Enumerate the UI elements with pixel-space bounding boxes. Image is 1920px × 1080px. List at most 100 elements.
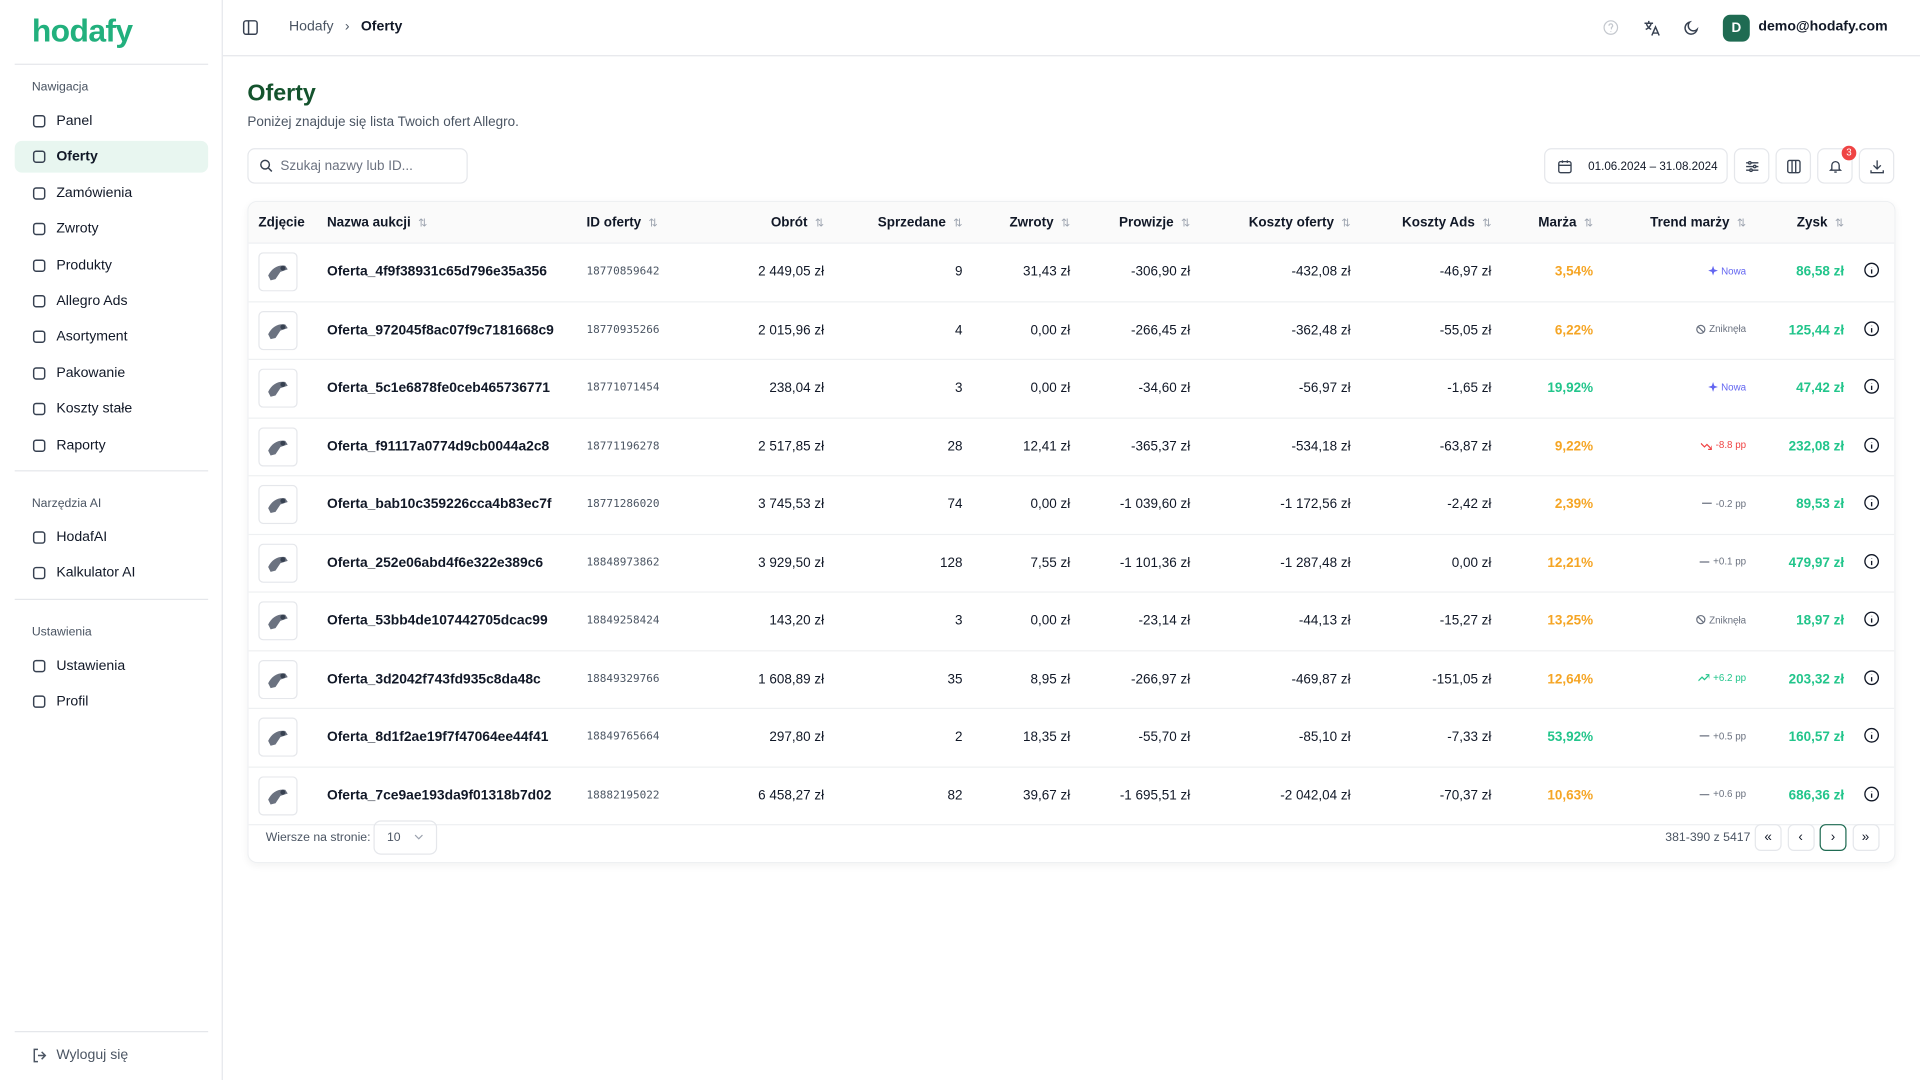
column-header[interactable]: ID oferty ⇅ (577, 215, 718, 230)
nav-item[interactable]: Zamówienia (15, 177, 208, 209)
nav-item[interactable]: Koszty stałe (15, 393, 208, 425)
logout[interactable]: Wyloguj się (15, 1040, 146, 1072)
offer-name[interactable]: Oferta_7ce9ae193da9f01318b7d02 (326, 788, 552, 803)
offer-name[interactable]: Oferta_8d1f2ae19f7f47064ee44f41 (326, 730, 549, 745)
info-button[interactable] (1854, 669, 1894, 689)
breadcrumb-current: Oferty (360, 19, 403, 35)
sort-icon: ⇅ (418, 216, 428, 229)
theme-button[interactable] (1684, 20, 1700, 36)
value-cell: 3 929,50 zł (758, 555, 825, 571)
table-row[interactable]: Oferta_3d2042f743fd935c8da48c 18849329766… (248, 651, 1895, 709)
nav-item[interactable]: Raporty (15, 429, 208, 461)
column-header[interactable]: Nazwa aukcji ⇅ (317, 215, 577, 230)
page-button[interactable]: › (1819, 824, 1847, 852)
nav-label: Profil (56, 694, 89, 710)
column-header[interactable]: Koszty oferty ⇅ (1200, 215, 1360, 230)
nav-item[interactable]: Profil (15, 686, 208, 718)
nav-item[interactable]: Kalkulator AI (15, 558, 208, 590)
offer-name[interactable]: Oferta_f91117a0774d9cb0044a2c8 (326, 439, 550, 454)
column-header[interactable]: Obrót ⇅ (718, 215, 834, 230)
column-header[interactable]: Sprzedane ⇅ (834, 215, 972, 230)
value-cell: 82 (947, 788, 963, 803)
nav-item[interactable]: Asortyment (15, 321, 208, 353)
info-button[interactable] (1854, 786, 1894, 806)
profit: 479,97 zł (1788, 555, 1845, 571)
nav-item[interactable]: Oferty (14, 141, 209, 174)
user-email[interactable]: demo@hodafy.com (1758, 19, 1888, 35)
sort-icon: ⇅ (1341, 216, 1351, 229)
info-button[interactable] (1854, 262, 1894, 282)
info-button[interactable] (1854, 728, 1894, 748)
offer-name[interactable]: Oferta_252e06abd4f6e322e389c6 (326, 555, 544, 571)
nav-label: Zamówienia (56, 185, 133, 201)
table-row[interactable]: Oferta_8d1f2ae19f7f47064ee44f41 188497656… (248, 709, 1895, 768)
table-row[interactable]: Oferta_53bb4de107442705dcac99 18849258424… (248, 593, 1895, 651)
table-row[interactable]: Oferta_7ce9ae193da9f01318b7d02 1888219502… (248, 767, 1895, 826)
column-header[interactable]: Zysk ⇅ (1756, 215, 1854, 230)
column-header[interactable]: Marża ⇅ (1501, 215, 1603, 230)
value-cell: -85,10 zł (1298, 730, 1351, 745)
column-header[interactable]: Zwroty ⇅ (972, 215, 1080, 230)
nav-item[interactable]: HodafAI (15, 522, 208, 554)
table-row[interactable]: Oferta_252e06abd4f6e322e389c6 18848973862… (248, 534, 1895, 593)
offer-name[interactable]: Oferta_972045f8ac07f9c7181668c9 (326, 322, 554, 338)
offer-id: 18771071454 (586, 382, 660, 395)
logo[interactable]: hodafy (31, 12, 133, 49)
table-row[interactable]: Oferta_4f9f38931c65d796e35a356 1877085964… (248, 244, 1895, 302)
nav-item[interactable]: Allegro Ads (15, 285, 208, 317)
trend-icon (1699, 731, 1710, 741)
value-cell: -2 042,04 zł (1280, 788, 1351, 803)
info-button[interactable] (1854, 379, 1894, 399)
page-button[interactable]: « (1754, 824, 1782, 852)
export-button[interactable] (1858, 148, 1895, 184)
avatar[interactable]: D (1722, 14, 1750, 42)
info-button[interactable] (1854, 495, 1894, 515)
info-button[interactable] (1854, 321, 1894, 341)
photo-cell (249, 427, 318, 467)
nav-label: HodafAI (56, 530, 108, 545)
table-row[interactable]: Oferta_5c1e6878fe0ceb465736771 1877107145… (248, 360, 1895, 419)
column-header[interactable]: Koszty Ads ⇅ (1360, 215, 1501, 230)
sidebar-toggle[interactable] (242, 20, 258, 36)
nav-item[interactable]: Ustawienia (15, 650, 208, 682)
page-button[interactable]: » (1852, 824, 1879, 852)
columns-button[interactable] (1775, 148, 1812, 184)
page-button[interactable]: ‹ (1787, 824, 1815, 852)
column-header[interactable]: Trend marży ⇅ (1603, 215, 1756, 230)
info-button[interactable] (1854, 437, 1894, 457)
offer-name[interactable]: Oferta_53bb4de107442705dcac99 (326, 613, 548, 629)
rows-per-page-select[interactable]: 10 (373, 820, 438, 855)
help-button[interactable] (1603, 20, 1619, 36)
nav-item[interactable]: Produkty (15, 249, 208, 281)
value-cell: -23,14 zł (1138, 613, 1191, 629)
offer-name[interactable]: Oferta_3d2042f743fd935c8da48c (326, 671, 541, 687)
info-button[interactable] (1854, 611, 1894, 631)
nav-item[interactable]: Panel (15, 105, 208, 137)
sort-icon: ⇅ (953, 216, 963, 229)
sort-icon: ⇅ (1583, 216, 1594, 229)
date-range-picker[interactable]: 01.06.2024 – 31.08.2024 (1544, 148, 1728, 184)
table-row[interactable]: Oferta_972045f8ac07f9c7181668c9 187709352… (248, 302, 1895, 360)
search-input[interactable]: Szukaj nazwy lub ID... (247, 148, 468, 184)
offer-name[interactable]: Oferta_5c1e6878fe0ceb465736771 (326, 381, 551, 396)
offer-name[interactable]: Oferta_bab10c359226cca4b83ec7f (326, 497, 552, 513)
table-row[interactable]: Oferta_f91117a0774d9cb0044a2c8 1877119627… (248, 418, 1895, 477)
trend-badge: -8.8 pp (1700, 440, 1746, 451)
info-button[interactable] (1854, 553, 1894, 573)
value-cell: -469,87 zł (1291, 671, 1351, 687)
trend-badge: Nowa (1707, 265, 1746, 276)
value-cell: -266,97 zł (1131, 671, 1191, 687)
filter-button[interactable] (1733, 148, 1770, 184)
breadcrumb-link[interactable]: Hodafy (288, 19, 334, 35)
value-cell: 128 (939, 555, 963, 571)
nav-item[interactable]: Zwroty (15, 213, 208, 245)
column-header[interactable]: Prowizje ⇅ (1080, 215, 1200, 230)
notifications-button[interactable] (1817, 148, 1853, 184)
offer-name[interactable]: Oferta_4f9f38931c65d796e35a356 (326, 264, 547, 280)
table-row[interactable]: Oferta_bab10c359226cca4b83ec7f 1877128602… (248, 476, 1895, 535)
offer-id: 18771196278 (586, 440, 660, 453)
nav-item[interactable]: Pakowanie (15, 357, 208, 389)
language-button[interactable] (1643, 20, 1660, 37)
trend-badge: Zniknęła (1695, 614, 1746, 625)
